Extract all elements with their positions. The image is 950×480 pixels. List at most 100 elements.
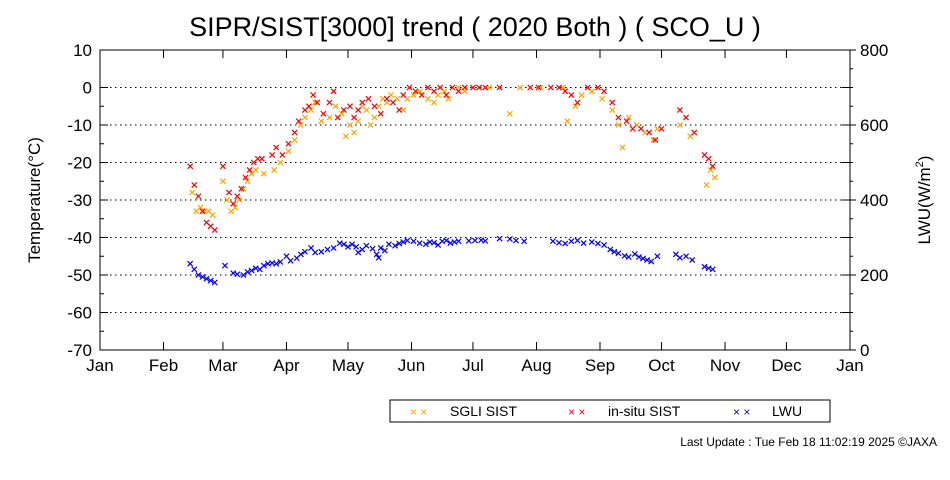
data-point [301,248,308,255]
data-point [385,241,392,248]
data-point [248,267,255,274]
data-point [224,196,231,204]
y2-tick-label: 800 [860,41,888,60]
data-point [312,249,319,256]
data-point [476,84,483,91]
data-point [430,99,438,106]
data-point [521,238,528,245]
y-tick-label: -30 [67,191,92,210]
data-point [658,125,665,132]
data-point [355,106,362,114]
data-point [580,240,587,247]
data-point [631,250,638,258]
data-point [430,239,438,246]
data-point [344,243,351,250]
data-point [211,226,218,234]
data-point [252,265,259,272]
data-point [430,88,438,95]
data-point [396,106,403,114]
data-point [615,250,622,257]
data-point [396,240,403,247]
data-point [691,129,698,136]
data-point [709,266,716,273]
data-point [594,84,601,91]
data-point [400,91,407,99]
data-point [285,140,292,147]
data-point [252,166,259,174]
data-point [375,254,382,261]
x-tick-label: Jun [398,356,425,375]
data-point [277,258,284,265]
data-point [392,242,399,249]
data-point [351,129,358,136]
x-tick-label: Jan [86,356,113,375]
data-point [711,174,718,181]
legend-item-in-situ-sist: × × in-situ SIST [568,403,681,419]
data-point [232,204,239,211]
legend-marker-in-situ-sist: × × [568,405,585,419]
data-point [625,114,632,121]
data-point [273,260,280,267]
data-point [527,84,534,91]
data-point [568,91,575,99]
data-point [209,211,216,219]
y2-axis-tick-labels: 800 600 400 200 0 [860,41,888,360]
data-point [314,99,321,106]
data-point [404,237,411,244]
data-point [594,240,601,247]
data-point [615,114,622,121]
x-tick-label: Dec [771,356,802,375]
y-tick-label: 0 [83,79,92,98]
data-point [203,275,210,282]
data-point [346,103,354,110]
data-point [291,129,298,136]
data-point [648,258,655,265]
data-point [230,200,237,207]
data-point [334,114,341,121]
data-point [564,118,571,125]
data-point [365,95,372,102]
legend-label-lwu: LWU [772,403,802,419]
data-point [574,99,581,106]
data-point [496,235,503,242]
data-point [635,253,642,261]
data-point [455,88,462,95]
data-point [615,121,622,129]
data-point [330,244,337,252]
data-point [512,237,520,244]
data-point [310,91,317,99]
data-point [412,88,419,95]
x-tick-label: May [332,356,365,375]
legend-marker-lwu: × × [733,405,750,419]
data-point [578,91,585,99]
data-point [371,114,378,121]
data-point [301,114,308,121]
x-tick-label: Apr [273,356,300,375]
data-point [465,237,472,244]
data-point [535,84,542,91]
data-point [461,84,468,91]
data-point [244,178,251,185]
data-point [363,242,370,249]
data-point [287,257,294,264]
data-point [207,277,214,284]
data-point [555,84,563,91]
y-tick-label: -40 [67,229,92,248]
data-point [330,88,337,95]
data-point [572,103,579,110]
data-point [683,114,690,121]
data-point [449,84,456,91]
data-point [447,240,454,247]
x-axis-tick-labels: Jan Feb Mar Apr May Jun Jul Aug Sep Oct Nov Dec Jan [86,356,863,375]
data-point [236,196,243,204]
data-point [219,163,226,170]
data-point [609,99,616,106]
y2-tick-label: 600 [860,116,888,135]
data-point [705,155,712,162]
data-point [650,136,657,144]
y2-tick-label: 200 [860,266,888,285]
data-point [410,91,417,99]
data-point [683,253,690,260]
data-point [377,110,384,117]
data-point [295,118,302,125]
